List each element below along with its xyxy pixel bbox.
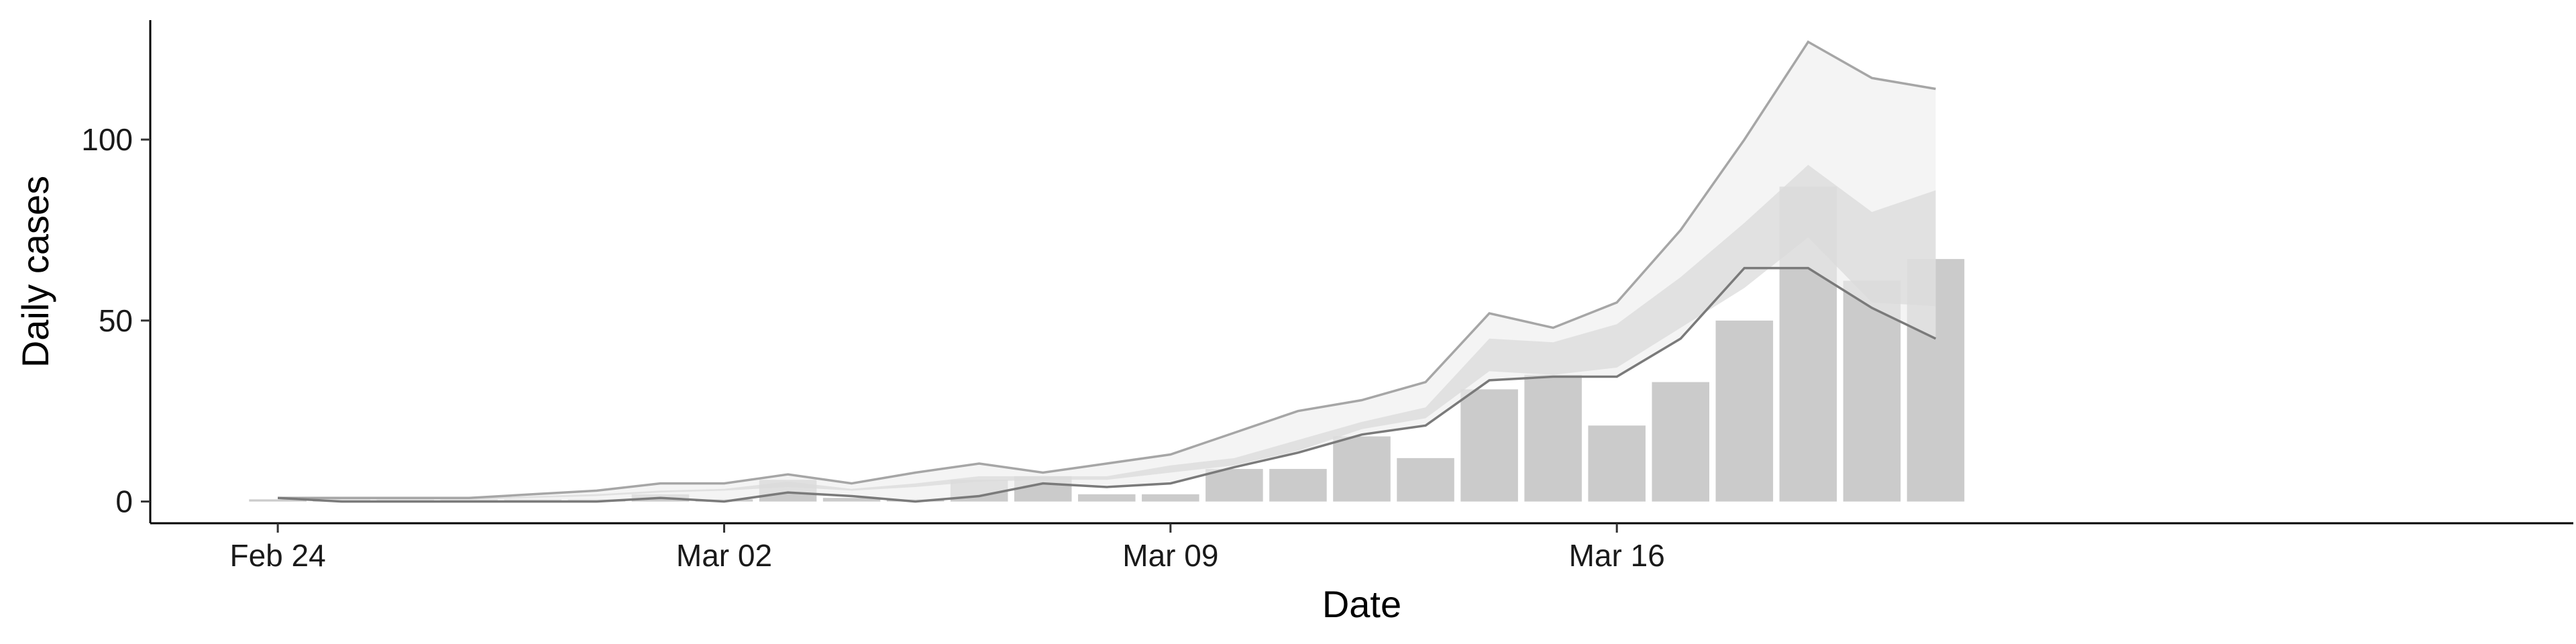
x-tick-label: Mar 16	[1569, 538, 1665, 573]
bar	[1460, 389, 1518, 502]
bar	[1269, 469, 1327, 502]
bars-layer	[249, 186, 1965, 502]
bar	[1142, 494, 1199, 502]
x-tick-label: Feb 24	[229, 538, 325, 573]
x-tick-label: Mar 02	[676, 538, 772, 573]
axes-layer: 0 50 100 Feb 24 Mar 02 Mar 09 Mar 16	[81, 20, 2573, 573]
y-axis-title: Daily cases	[14, 176, 56, 368]
bar	[1397, 458, 1454, 502]
y-tick-label: 0	[115, 484, 133, 519]
bar	[1078, 494, 1136, 502]
bands-layer	[278, 42, 1936, 502]
lower-bound-line	[278, 266, 1937, 503]
bar	[1205, 469, 1263, 502]
bar	[1588, 425, 1646, 502]
upper-bound-line	[278, 40, 1936, 499]
x-axis-title: Date	[1322, 583, 1401, 625]
bar	[1524, 374, 1582, 502]
inner-interval-band	[278, 164, 1936, 500]
y-tick-label: 50	[99, 303, 133, 338]
bar	[822, 498, 881, 502]
y-tick-label: 100	[81, 122, 133, 157]
bar	[1652, 382, 1710, 502]
x-tick-label: Mar 09	[1122, 538, 1218, 573]
lines-layer	[278, 40, 1937, 503]
bar	[249, 499, 307, 502]
bar	[1715, 320, 1774, 502]
bar	[1333, 436, 1391, 502]
